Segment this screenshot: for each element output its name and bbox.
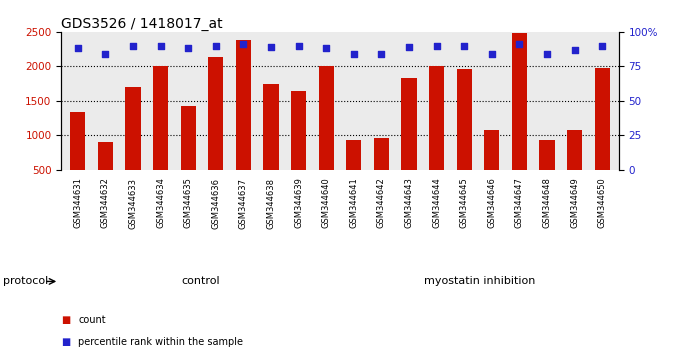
Point bbox=[100, 51, 111, 57]
Bar bbox=[594, 68, 610, 204]
Bar bbox=[484, 130, 499, 204]
Text: percentile rank within the sample: percentile rank within the sample bbox=[78, 337, 243, 347]
Point bbox=[569, 47, 580, 53]
Bar bbox=[512, 33, 527, 204]
Bar bbox=[125, 87, 141, 204]
Point bbox=[597, 43, 608, 48]
Bar bbox=[70, 112, 86, 204]
Text: control: control bbox=[182, 276, 220, 286]
Bar bbox=[263, 84, 279, 204]
Bar bbox=[457, 69, 472, 204]
Bar bbox=[374, 138, 389, 204]
Text: protocol: protocol bbox=[3, 276, 49, 286]
Bar bbox=[319, 67, 334, 204]
Bar bbox=[429, 67, 444, 204]
Bar bbox=[98, 142, 113, 204]
Bar bbox=[291, 91, 306, 204]
Point bbox=[403, 44, 414, 50]
Point bbox=[210, 43, 221, 48]
Point bbox=[459, 43, 470, 48]
Bar bbox=[208, 57, 223, 204]
Bar bbox=[181, 107, 196, 204]
Bar bbox=[236, 40, 251, 204]
Point bbox=[321, 46, 332, 51]
Point bbox=[155, 43, 166, 48]
Point bbox=[183, 46, 194, 51]
Bar bbox=[346, 139, 361, 204]
Bar bbox=[567, 130, 582, 204]
Point bbox=[128, 43, 139, 48]
Text: count: count bbox=[78, 315, 106, 325]
Point bbox=[238, 41, 249, 47]
Point bbox=[514, 41, 525, 47]
Point bbox=[293, 43, 304, 48]
Point bbox=[376, 51, 387, 57]
Bar bbox=[401, 78, 417, 204]
Text: ■: ■ bbox=[61, 337, 71, 347]
Bar bbox=[153, 67, 168, 204]
Point bbox=[431, 43, 442, 48]
Point bbox=[266, 44, 277, 50]
Text: GDS3526 / 1418017_at: GDS3526 / 1418017_at bbox=[61, 17, 223, 31]
Point bbox=[541, 51, 552, 57]
Point bbox=[486, 51, 497, 57]
Bar bbox=[539, 139, 555, 204]
Point bbox=[348, 51, 359, 57]
Text: ■: ■ bbox=[61, 315, 71, 325]
Point bbox=[72, 46, 83, 51]
Text: myostatin inhibition: myostatin inhibition bbox=[424, 276, 535, 286]
